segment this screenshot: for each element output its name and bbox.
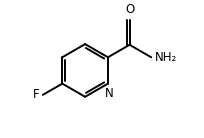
Text: NH₂: NH₂ xyxy=(155,51,177,64)
Text: N: N xyxy=(105,87,114,100)
Text: O: O xyxy=(125,3,134,16)
Text: F: F xyxy=(32,88,39,101)
